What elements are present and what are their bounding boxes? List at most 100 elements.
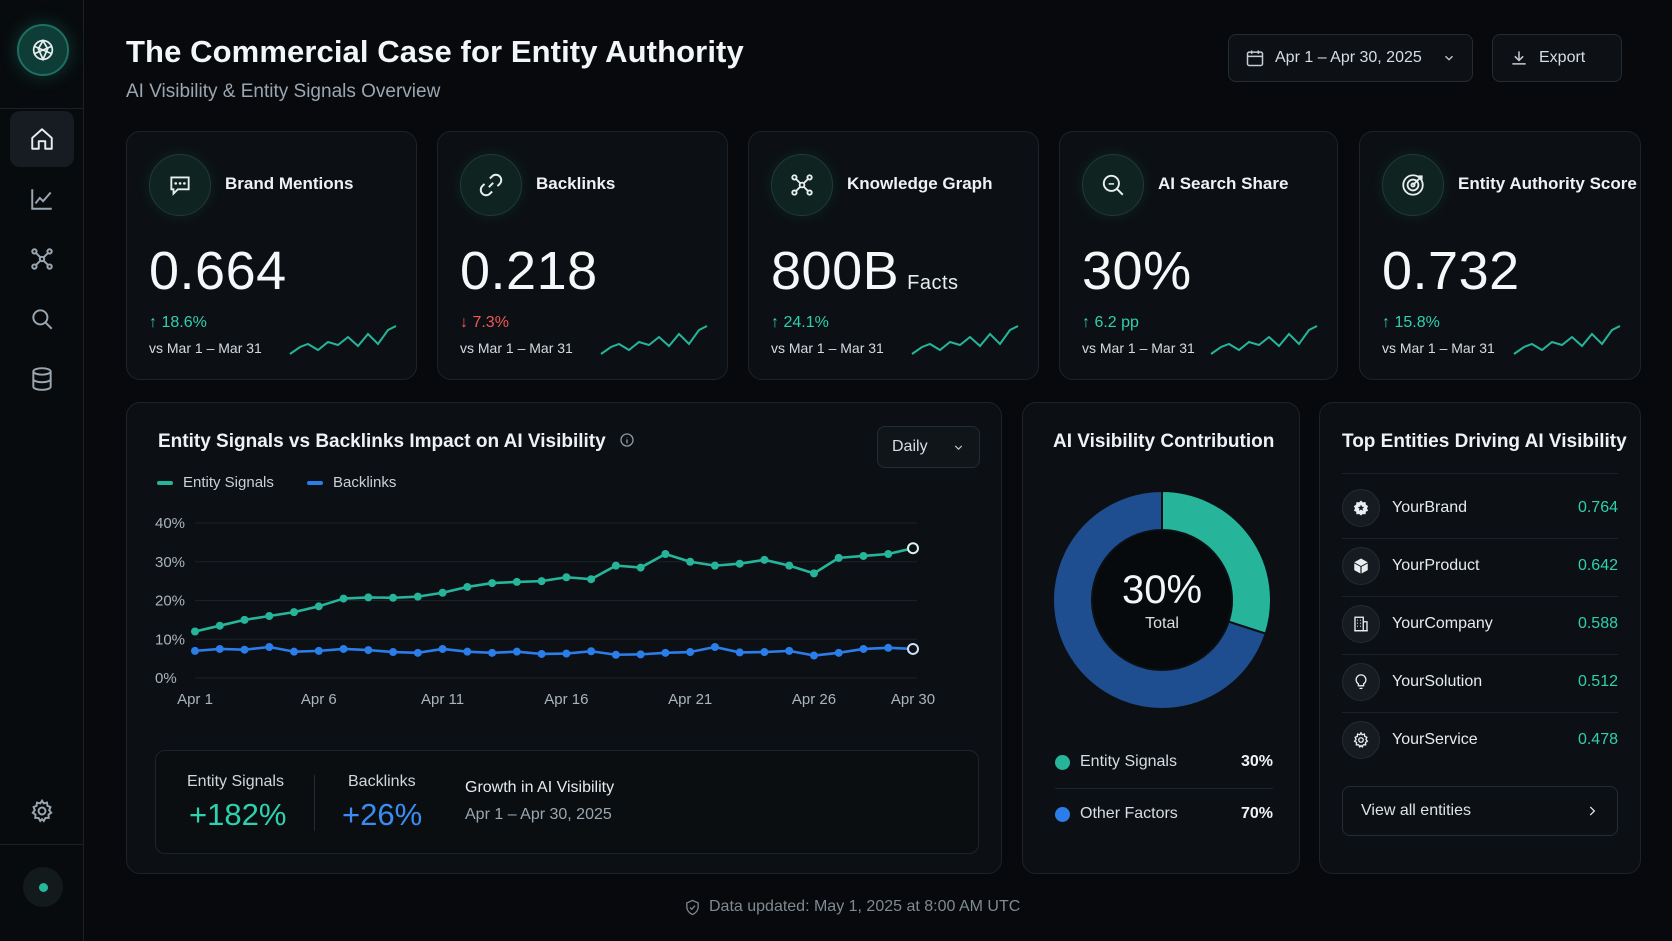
kpi-card-knowledge-graph[interactable]: Knowledge Graph 800B Facts ↑ 24.1% vs Mar… [748, 131, 1039, 380]
data-point[interactable] [290, 608, 299, 617]
data-point[interactable] [265, 643, 274, 651]
entity-divider [1342, 596, 1618, 597]
data-point[interactable] [364, 646, 373, 655]
data-point[interactable] [587, 647, 596, 656]
data-point[interactable] [611, 561, 620, 570]
sidebar-item-analytics[interactable] [10, 171, 74, 227]
kpi-compare: vs Mar 1 – Mar 31 [771, 340, 884, 356]
data-point[interactable] [834, 648, 843, 657]
data-point[interactable] [611, 650, 620, 659]
data-point[interactable] [389, 593, 398, 602]
sidebar-item-settings[interactable] [10, 783, 74, 839]
data-point[interactable] [785, 561, 794, 570]
legend-swatch [157, 480, 173, 485]
entity-row-yourcompany[interactable]: YourCompany 0.588 [1342, 595, 1618, 653]
data-point[interactable] [785, 646, 794, 655]
data-point[interactable] [314, 646, 323, 655]
data-point[interactable] [760, 555, 769, 564]
data-point[interactable] [215, 644, 224, 653]
donut-legend-entity-signals[interactable]: Entity Signals 30% [1055, 737, 1273, 787]
data-point[interactable] [389, 648, 398, 657]
data-point[interactable] [562, 573, 571, 582]
data-point[interactable] [438, 644, 447, 653]
data-point[interactable] [215, 621, 224, 630]
legend-backlinks[interactable]: Backlinks [307, 474, 396, 491]
data-point[interactable] [686, 648, 695, 657]
data-point[interactable] [735, 559, 744, 568]
data-point[interactable] [339, 594, 348, 603]
data-point[interactable] [809, 651, 818, 660]
summary-growth-range: Apr 1 – Apr 30, 2025 [465, 806, 612, 823]
donut-legend-other-factors[interactable]: Other Factors 70% [1055, 789, 1273, 839]
entity-row-yourproduct[interactable]: YourProduct 0.642 [1342, 537, 1618, 595]
data-point[interactable] [636, 563, 645, 572]
data-point[interactable] [314, 602, 323, 611]
data-point[interactable] [463, 582, 472, 591]
donut-slice-entity-signals[interactable] [1161, 491, 1271, 635]
data-point[interactable] [661, 648, 670, 657]
data-point[interactable] [907, 642, 919, 655]
data-point[interactable] [760, 648, 769, 657]
kpi-card-brand-mentions[interactable]: Brand Mentions 0.664 ↑ 18.6% vs Mar 1 – … [126, 131, 417, 380]
data-point[interactable] [265, 612, 274, 620]
data-point[interactable] [661, 550, 670, 558]
data-point[interactable] [191, 646, 199, 655]
sidebar-item-graph[interactable] [10, 231, 74, 287]
data-point[interactable] [191, 627, 199, 636]
data-point[interactable] [735, 648, 744, 657]
date-range-picker[interactable]: Apr 1 – Apr 30, 2025 [1228, 34, 1473, 82]
app-logo[interactable] [17, 24, 69, 76]
data-point[interactable] [537, 649, 546, 658]
entity-row-yourbrand[interactable]: YourBrand 0.764 [1342, 479, 1618, 537]
kpi-card-entity-authority-score[interactable]: Entity Authority Score 0.732 ↑ 15.8% vs … [1359, 131, 1641, 380]
kpi-delta-value: 7.3% [472, 314, 509, 331]
data-point[interactable] [907, 542, 919, 555]
data-point[interactable] [809, 569, 818, 578]
legend-pct: 70% [1240, 805, 1273, 822]
data-point[interactable] [240, 645, 249, 654]
data-point[interactable] [438, 588, 447, 597]
entity-row-yourservice[interactable]: YourService 0.478 [1342, 711, 1618, 769]
status-indicator[interactable] [23, 867, 63, 907]
data-point[interactable] [562, 649, 571, 658]
data-point[interactable] [636, 650, 645, 659]
data-point[interactable] [884, 643, 893, 652]
legend-entity-signals[interactable]: Entity Signals [157, 474, 274, 491]
sidebar-item-home[interactable] [10, 111, 74, 167]
data-point[interactable] [512, 647, 521, 656]
data-point[interactable] [240, 615, 249, 624]
data-point[interactable] [488, 579, 497, 588]
info-icon[interactable] [619, 432, 635, 448]
entity-name: YourCompany [1392, 615, 1493, 632]
data-point[interactable] [834, 553, 843, 562]
data-point[interactable] [290, 647, 299, 656]
export-button[interactable]: Export [1492, 34, 1622, 82]
data-point[interactable] [413, 648, 422, 657]
data-point[interactable] [859, 551, 868, 560]
donut-slice-other-factors[interactable] [1053, 491, 1267, 709]
data-point[interactable] [884, 550, 893, 558]
data-point[interactable] [463, 647, 472, 656]
entity-row-yoursolution[interactable]: YourSolution 0.512 [1342, 653, 1618, 711]
view-all-entities-button[interactable]: View all entities [1342, 786, 1618, 836]
data-point[interactable] [364, 593, 373, 602]
sidebar [0, 0, 84, 941]
x-tick-label: Apr 11 [421, 691, 464, 708]
sidebar-item-data[interactable] [10, 351, 74, 407]
interval-select[interactable]: Daily [877, 426, 980, 468]
kpi-card-ai-search-share[interactable]: AI Search Share 30% ↑ 6.2 pp vs Mar 1 – … [1059, 131, 1338, 380]
data-point[interactable] [686, 557, 695, 566]
data-point[interactable] [587, 575, 596, 584]
data-point[interactable] [339, 644, 348, 653]
chevron-down-icon [954, 444, 963, 450]
kpi-card-backlinks[interactable]: Backlinks 0.218 ↓ 7.3% vs Mar 1 – Mar 31 [437, 131, 728, 380]
data-point[interactable] [413, 592, 422, 601]
data-point[interactable] [537, 577, 546, 586]
sidebar-item-search[interactable] [10, 291, 74, 347]
data-point[interactable] [710, 561, 719, 570]
data-point[interactable] [512, 577, 521, 586]
database-icon [32, 367, 52, 391]
data-point[interactable] [710, 643, 719, 651]
data-point[interactable] [488, 648, 497, 657]
data-point[interactable] [859, 644, 868, 653]
